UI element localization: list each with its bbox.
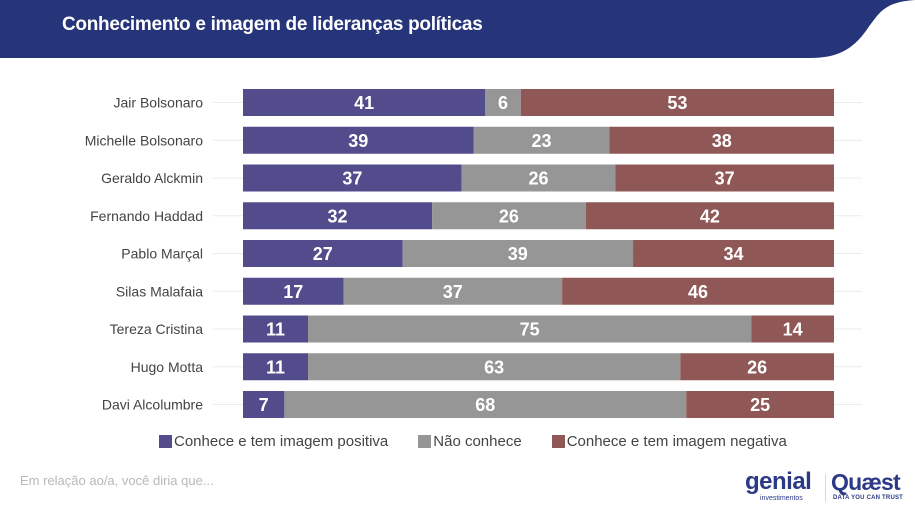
legend-item-unknown: Não conhece [418,433,522,450]
data-label: 17 [283,282,303,302]
bar-segment [343,277,563,305]
category-label: Michelle Bolsonaro [85,132,203,148]
genial-logo: genial [745,468,812,495]
bar-segment [615,164,834,192]
question-footnote: Em relação ao/a, você diria que... [20,473,214,488]
bar-segment [284,391,687,418]
data-label: 37 [443,282,463,302]
header-banner: Conhecimento e imagem de lideranças polí… [0,0,915,60]
bars [243,89,834,418]
category-label: Hugo Motta [131,359,204,375]
data-label: 39 [348,131,368,151]
bar-segment [680,353,834,381]
bar-segment [243,277,344,305]
legend-label-negative: Conhece e tem imagem negativa [566,433,787,450]
data-label: 63 [484,357,504,377]
data-label: 25 [750,395,770,415]
bar-segment [243,315,309,343]
data-label: 41 [354,93,374,113]
bar-segment [308,353,681,381]
data-label: 23 [531,131,551,151]
data-label: 26 [499,206,519,226]
bar-segment [585,202,834,230]
legend-item-positive: Conhece e tem imagem positiva [159,433,388,450]
category-label: Silas Malafaia [116,283,203,299]
page-title: Conhecimento e imagem de lideranças polí… [62,14,483,35]
bar-segment [243,164,462,192]
category-labels: Jair Bolsonaro Michelle Bolsonaro Geraldo … [85,95,204,413]
bar-segment [686,391,834,418]
data-label: 68 [475,395,495,415]
data-label: 32 [328,206,348,226]
bar-segment [243,391,285,418]
legend-label-unknown: Não conhece [433,433,522,450]
stacked-bar-chart: Jair Bolsonaro Michelle Bolsonaro Geraldo … [85,89,862,418]
legend: Conhece e tem imagem positiva Não conhec… [159,433,817,450]
bar-segment [243,89,486,116]
data-label: 6 [498,93,508,113]
data-label: 7 [259,395,269,415]
legend-swatch-unknown [418,435,432,448]
legend-label-positive: Conhece e tem imagem positiva [174,433,389,450]
data-label: 11 [266,357,285,377]
category-label: Fernando Haddad [90,208,203,224]
category-label: Geraldo Alckmin [101,170,203,186]
quaest-logo: Quæst [831,469,901,495]
bar-segment [432,202,586,230]
data-label: 26 [747,357,767,377]
category-label: Davi Alcolumbre [102,397,203,413]
category-label: Tereza Cristina [110,321,204,337]
legend-swatch-negative [551,435,565,448]
bar-segment [751,315,834,343]
logo-divider [825,474,826,502]
bar-segment [485,89,521,116]
bar-segment [461,164,616,192]
bar-segment [633,240,834,267]
bar-segment [243,240,403,267]
data-label: 26 [528,169,548,189]
bar-segment [520,89,834,116]
data-label: 39 [508,244,528,264]
data-label: 37 [715,169,735,189]
legend-swatch-positive [159,435,172,448]
bar-segment [308,315,752,343]
data-label: 38 [712,131,732,151]
category-label: Pablo Marçal [121,246,203,262]
data-label: 37 [342,169,362,189]
quaest-logo-subtitle: DATA YOU CAN TRUST [833,495,904,501]
data-label: 42 [700,206,720,226]
bar-segment [243,126,474,154]
bar-segment [473,126,610,154]
bar-segment [243,353,309,381]
data-labels: 41 6 53 39 23 38 37 26 37 32 26 42 27 39 34 17 37 46 11 75 1… [259,93,803,415]
data-label: 46 [688,282,708,302]
data-label: 27 [313,244,333,264]
sponsor-logos: genial investimentos Quæst DATA YOU CAN … [745,470,910,506]
category-label: Jair Bolsonaro [114,95,204,111]
data-label: 11 [266,320,285,340]
header-background [0,0,915,58]
data-label: 53 [667,93,687,113]
data-label: 75 [520,320,540,340]
bar-segment [243,202,433,230]
bar-segment [402,240,634,267]
genial-logo-subtitle: investimentos [760,495,803,502]
bar-segment [562,277,834,305]
legend-item-negative: Conhece e tem imagem negativa [551,433,787,450]
bar-segment [609,126,834,154]
data-label: 14 [783,320,803,340]
data-label: 34 [724,244,744,264]
